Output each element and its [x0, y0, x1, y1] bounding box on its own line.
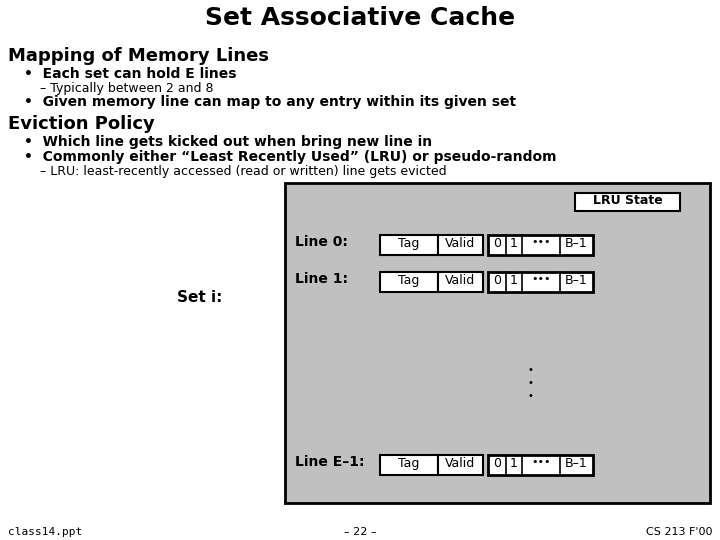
Text: Line 0:: Line 0: — [295, 235, 348, 249]
Text: •••: ••• — [531, 237, 551, 247]
Text: CS 213 F'00: CS 213 F'00 — [646, 527, 712, 537]
Bar — [438, 455, 483, 475]
Text: 1: 1 — [510, 237, 518, 250]
Text: •••: ••• — [531, 274, 551, 284]
Text: •: • — [527, 391, 533, 401]
Text: Valid: Valid — [446, 237, 476, 250]
Bar — [380, 272, 438, 292]
Bar — [488, 455, 593, 475]
Bar — [285, 183, 710, 503]
Text: Tag: Tag — [398, 274, 420, 287]
Text: Line E–1:: Line E–1: — [295, 455, 364, 469]
Text: •  Which line gets kicked out when bring new line in: • Which line gets kicked out when bring … — [24, 135, 432, 149]
Text: Mapping of Memory Lines: Mapping of Memory Lines — [8, 47, 269, 65]
Text: class14.ppt: class14.ppt — [8, 527, 82, 537]
Text: – 22 –: – 22 – — [343, 527, 377, 537]
Text: 0: 0 — [493, 237, 501, 250]
Text: Set Associative Cache: Set Associative Cache — [205, 6, 515, 30]
Bar — [438, 272, 483, 292]
Text: 1: 1 — [510, 274, 518, 287]
Text: Valid: Valid — [446, 274, 476, 287]
Text: – Typically between 2 and 8: – Typically between 2 and 8 — [40, 82, 214, 95]
Bar — [575, 193, 680, 211]
Text: 1: 1 — [510, 457, 518, 470]
Bar — [380, 235, 438, 255]
Bar — [488, 272, 593, 292]
Text: Tag: Tag — [398, 237, 420, 250]
Text: – LRU: least-recently accessed (read or written) line gets evicted: – LRU: least-recently accessed (read or … — [40, 165, 446, 178]
Text: •: • — [527, 378, 533, 388]
Text: B–1: B–1 — [565, 237, 588, 250]
Text: 0: 0 — [493, 457, 501, 470]
Bar — [380, 455, 438, 475]
Text: Tag: Tag — [398, 457, 420, 470]
Text: Set i:: Set i: — [177, 290, 222, 305]
Text: 0: 0 — [493, 274, 501, 287]
Text: •  Each set can hold E lines: • Each set can hold E lines — [24, 67, 236, 81]
Bar — [438, 235, 483, 255]
Text: •  Given memory line can map to any entry within its given set: • Given memory line can map to any entry… — [24, 95, 516, 109]
Text: B–1: B–1 — [565, 457, 588, 470]
Text: •: • — [527, 365, 533, 375]
Text: Eviction Policy: Eviction Policy — [8, 115, 155, 133]
Text: •  Commonly either “Least Recently Used” (LRU) or pseudo-random: • Commonly either “Least Recently Used” … — [24, 150, 557, 164]
Text: Line 1:: Line 1: — [295, 272, 348, 286]
Bar — [488, 235, 593, 255]
Text: Valid: Valid — [446, 457, 476, 470]
Text: •••: ••• — [531, 457, 551, 467]
Text: B–1: B–1 — [565, 274, 588, 287]
Text: LRU State: LRU State — [593, 194, 662, 207]
